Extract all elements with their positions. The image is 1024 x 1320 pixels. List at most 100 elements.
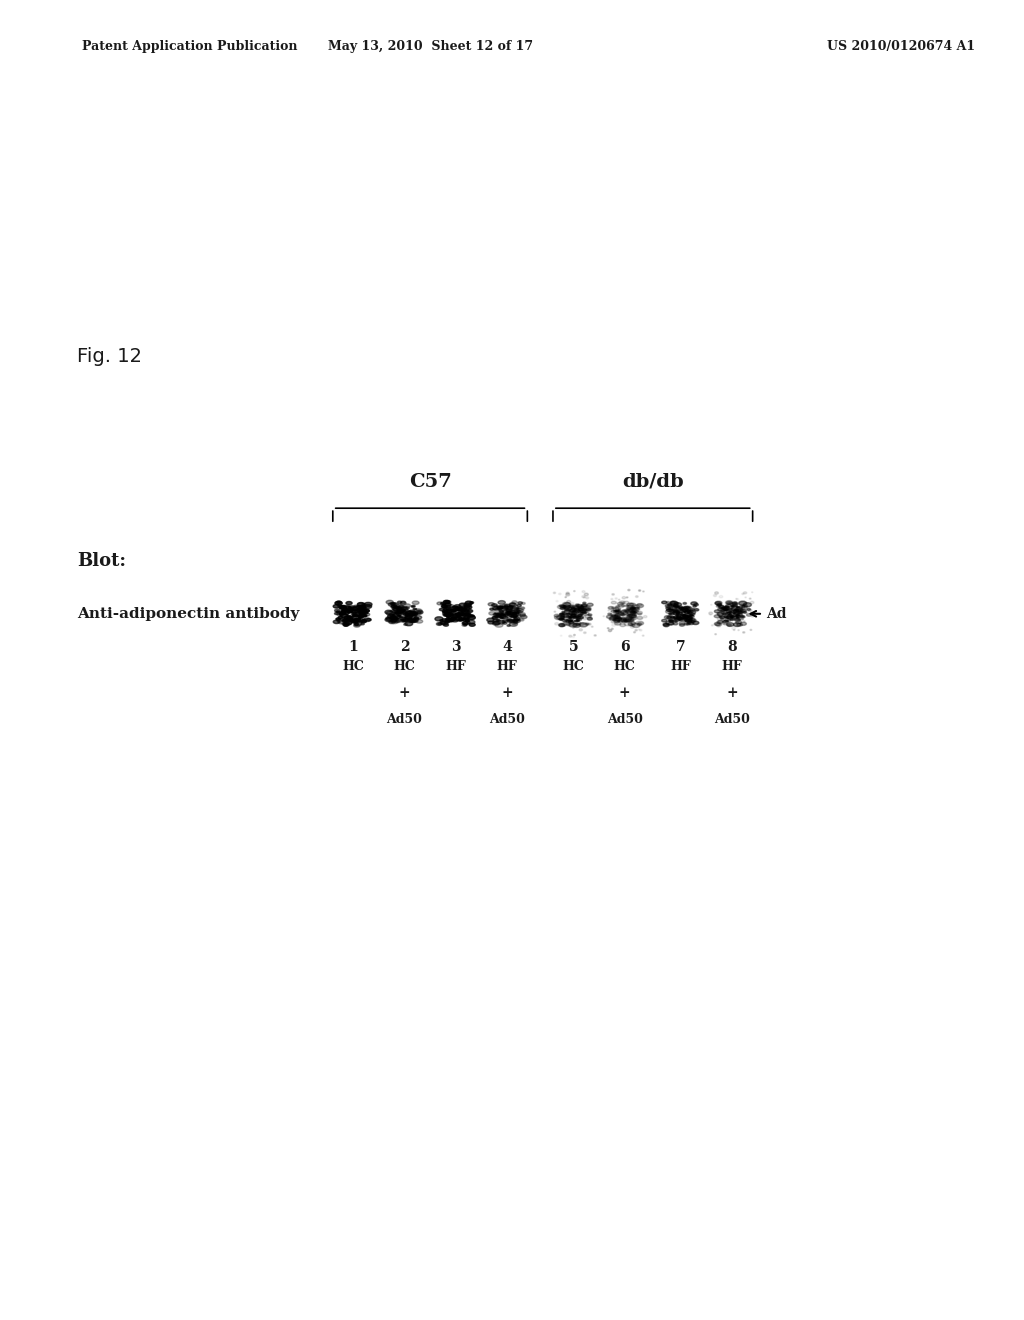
Ellipse shape bbox=[399, 609, 406, 611]
Ellipse shape bbox=[626, 609, 629, 611]
Ellipse shape bbox=[683, 620, 687, 622]
Ellipse shape bbox=[666, 605, 673, 607]
Ellipse shape bbox=[564, 606, 571, 610]
Ellipse shape bbox=[393, 609, 399, 611]
Ellipse shape bbox=[355, 606, 362, 610]
Ellipse shape bbox=[444, 614, 447, 615]
Ellipse shape bbox=[572, 620, 581, 624]
Ellipse shape bbox=[455, 614, 458, 615]
Ellipse shape bbox=[508, 606, 513, 609]
Ellipse shape bbox=[359, 606, 364, 609]
Ellipse shape bbox=[673, 612, 679, 615]
Ellipse shape bbox=[510, 620, 513, 622]
Ellipse shape bbox=[386, 601, 393, 605]
Ellipse shape bbox=[683, 616, 688, 619]
Ellipse shape bbox=[724, 612, 730, 615]
Ellipse shape bbox=[501, 620, 506, 622]
Ellipse shape bbox=[365, 605, 372, 609]
Ellipse shape bbox=[456, 616, 463, 620]
Ellipse shape bbox=[441, 622, 447, 624]
Ellipse shape bbox=[353, 615, 358, 616]
Ellipse shape bbox=[558, 593, 561, 595]
Ellipse shape bbox=[662, 619, 667, 622]
Ellipse shape bbox=[639, 590, 641, 591]
Ellipse shape bbox=[504, 607, 508, 609]
Ellipse shape bbox=[353, 624, 360, 627]
Ellipse shape bbox=[686, 610, 690, 612]
Ellipse shape bbox=[386, 618, 393, 620]
Ellipse shape bbox=[563, 616, 567, 618]
Ellipse shape bbox=[401, 618, 408, 622]
Ellipse shape bbox=[614, 610, 620, 611]
Ellipse shape bbox=[435, 616, 443, 620]
Ellipse shape bbox=[499, 615, 506, 618]
Ellipse shape bbox=[514, 612, 519, 614]
Ellipse shape bbox=[413, 601, 419, 605]
Ellipse shape bbox=[580, 612, 584, 615]
Ellipse shape bbox=[352, 607, 360, 611]
Ellipse shape bbox=[726, 616, 731, 619]
Ellipse shape bbox=[719, 595, 723, 598]
Ellipse shape bbox=[632, 605, 640, 609]
Ellipse shape bbox=[362, 607, 366, 609]
Ellipse shape bbox=[459, 619, 464, 620]
Ellipse shape bbox=[688, 611, 692, 614]
Ellipse shape bbox=[686, 619, 692, 622]
Ellipse shape bbox=[336, 611, 339, 612]
Ellipse shape bbox=[561, 615, 565, 616]
Ellipse shape bbox=[359, 614, 365, 616]
Ellipse shape bbox=[493, 616, 497, 619]
Ellipse shape bbox=[579, 609, 583, 610]
Ellipse shape bbox=[445, 606, 451, 609]
Ellipse shape bbox=[674, 611, 679, 612]
Ellipse shape bbox=[573, 607, 578, 609]
Ellipse shape bbox=[631, 626, 634, 628]
Text: 4: 4 bbox=[502, 640, 512, 653]
Ellipse shape bbox=[519, 612, 525, 615]
Ellipse shape bbox=[582, 609, 587, 611]
Ellipse shape bbox=[738, 611, 743, 614]
Ellipse shape bbox=[343, 623, 349, 626]
Ellipse shape bbox=[414, 618, 419, 619]
Ellipse shape bbox=[390, 602, 394, 605]
Ellipse shape bbox=[447, 619, 454, 622]
Ellipse shape bbox=[627, 607, 632, 610]
Ellipse shape bbox=[614, 618, 620, 622]
Ellipse shape bbox=[622, 619, 627, 622]
Ellipse shape bbox=[626, 605, 629, 607]
Ellipse shape bbox=[442, 612, 449, 615]
Ellipse shape bbox=[356, 611, 361, 614]
Ellipse shape bbox=[495, 612, 499, 614]
Ellipse shape bbox=[444, 612, 451, 616]
Ellipse shape bbox=[630, 612, 635, 615]
Ellipse shape bbox=[354, 623, 358, 626]
Ellipse shape bbox=[569, 609, 572, 611]
Ellipse shape bbox=[497, 606, 502, 607]
Ellipse shape bbox=[569, 618, 573, 619]
Ellipse shape bbox=[623, 611, 628, 614]
Ellipse shape bbox=[726, 601, 733, 605]
Ellipse shape bbox=[462, 614, 467, 616]
Ellipse shape bbox=[630, 620, 634, 622]
Ellipse shape bbox=[621, 618, 627, 620]
Ellipse shape bbox=[508, 611, 513, 612]
Ellipse shape bbox=[409, 614, 412, 615]
Ellipse shape bbox=[733, 623, 740, 627]
Ellipse shape bbox=[445, 601, 451, 603]
Ellipse shape bbox=[630, 609, 633, 610]
Ellipse shape bbox=[724, 616, 726, 618]
Ellipse shape bbox=[670, 614, 674, 615]
Text: 1: 1 bbox=[348, 640, 358, 653]
Ellipse shape bbox=[741, 606, 745, 607]
Ellipse shape bbox=[732, 602, 737, 605]
Ellipse shape bbox=[636, 595, 638, 598]
Ellipse shape bbox=[611, 620, 615, 623]
Ellipse shape bbox=[411, 620, 416, 623]
Ellipse shape bbox=[724, 619, 728, 622]
Ellipse shape bbox=[681, 611, 685, 612]
Ellipse shape bbox=[725, 605, 731, 607]
Ellipse shape bbox=[390, 610, 396, 612]
Ellipse shape bbox=[508, 620, 512, 622]
Ellipse shape bbox=[612, 616, 621, 620]
Ellipse shape bbox=[492, 603, 498, 607]
